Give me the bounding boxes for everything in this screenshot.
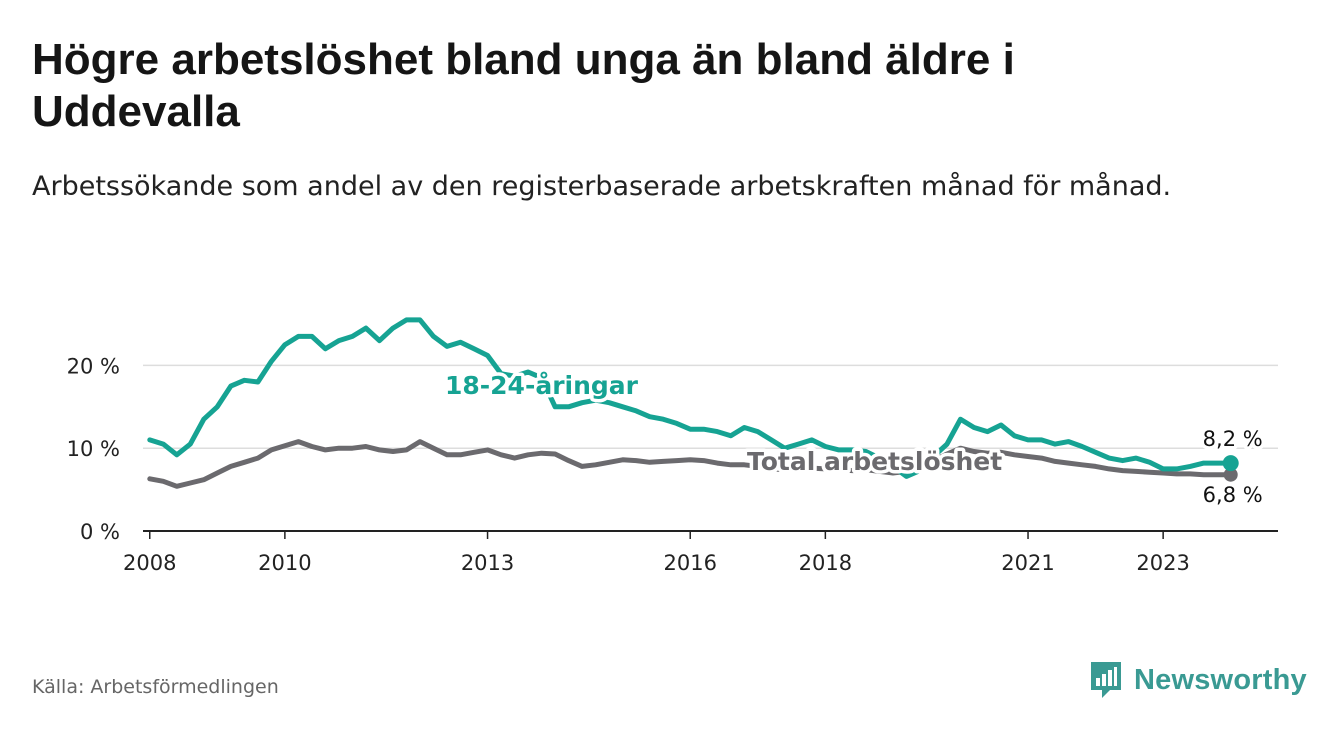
- series-layer: [147, 317, 1239, 489]
- y-tick-label: 10 %: [67, 437, 120, 461]
- youth-series-line: [147, 317, 1234, 479]
- brand-logo: Newsworthy: [1088, 660, 1307, 700]
- youth-end-marker: [1222, 455, 1239, 472]
- total-end-marker: [1223, 467, 1238, 482]
- total-series-label: Total arbetslöshet: [747, 447, 1002, 476]
- page-subtitle: Arbetssökande som andel av den registerb…: [32, 171, 1172, 202]
- grid-layer: [143, 364, 1278, 449]
- total-series-line: [147, 439, 1234, 489]
- brand-name: Newsworthy: [1134, 663, 1307, 696]
- y-tick-label: 0 %: [80, 520, 120, 544]
- x-tick-label: 2018: [799, 551, 852, 575]
- youth-end-value: 8,2 %: [1203, 427, 1263, 451]
- axis-layer: 0 % 10 % 20 % 2008 2010 2013 2016 2018 2021 2023: [67, 354, 1278, 575]
- x-tick-label: 2008: [123, 551, 176, 575]
- x-tick-label: 2016: [664, 551, 717, 575]
- label-layer: 18-24-åringar Total arbetslöshet 8,2 % 6,8 …: [442, 368, 1267, 511]
- source-note: Källa: Arbetsförmedlingen: [32, 676, 279, 698]
- x-tick-label: 2021: [1001, 551, 1054, 575]
- x-tick-label: 2023: [1136, 551, 1189, 575]
- x-tick-label: 2013: [461, 551, 514, 575]
- newsworthy-logo-icon: [1091, 662, 1121, 698]
- page-title: Högre arbetslöshet bland unga än bland ä…: [32, 35, 1015, 136]
- youth-series-label: 18-24-åringar: [445, 371, 639, 400]
- y-tick-label: 20 %: [67, 354, 120, 378]
- total-end-value: 6,8 %: [1203, 483, 1263, 507]
- x-tick-label: 2010: [258, 551, 311, 575]
